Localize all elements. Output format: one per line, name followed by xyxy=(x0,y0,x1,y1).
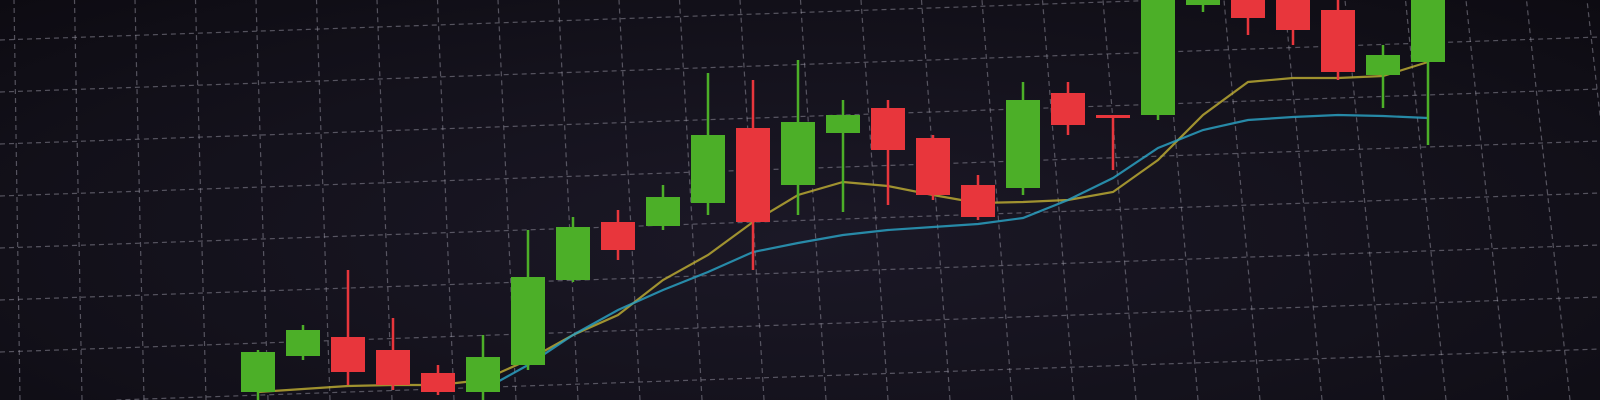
grid-line-horizontal xyxy=(0,192,1600,249)
candle-up xyxy=(781,60,815,215)
grid-line-vertical xyxy=(436,0,455,400)
grid-line-vertical xyxy=(255,0,269,400)
grid-line-horizontal xyxy=(0,0,1164,41)
candle-up xyxy=(691,73,725,215)
candle-body xyxy=(1276,0,1310,30)
candle-down xyxy=(1276,0,1310,45)
candle-down xyxy=(961,175,995,220)
candle-body xyxy=(1411,0,1445,62)
candle-down xyxy=(1321,0,1355,80)
candle-body xyxy=(511,277,545,365)
candle-body xyxy=(286,330,320,356)
candle-body xyxy=(1006,100,1040,188)
grid-line-vertical xyxy=(920,0,951,400)
grid-line-vertical xyxy=(376,0,393,400)
candle-body xyxy=(1366,55,1400,75)
grid-line-vertical xyxy=(1102,0,1137,400)
grid-line-horizontal xyxy=(0,244,1600,301)
grid-line-vertical xyxy=(1283,0,1323,400)
candle-down xyxy=(1231,0,1265,35)
grid-line-vertical xyxy=(1223,0,1261,400)
grid-line-horizontal xyxy=(116,348,1600,400)
grid-line-horizontal xyxy=(0,296,1600,353)
grid-line-vertical xyxy=(860,0,889,400)
candle-down xyxy=(421,365,455,395)
candle-down xyxy=(916,135,950,200)
grid-line-vertical xyxy=(315,0,331,400)
candles xyxy=(241,0,1445,400)
grid-line-vertical xyxy=(1465,0,1509,400)
candle-up xyxy=(826,100,860,212)
candle-body xyxy=(376,350,410,385)
grid-line-horizontal xyxy=(0,140,1600,197)
candle-up xyxy=(511,230,545,370)
candle-body xyxy=(871,108,905,150)
candle-up xyxy=(1141,0,1175,120)
grid-line-vertical xyxy=(618,0,641,400)
moving-average-line-2 xyxy=(482,113,1429,391)
candle-up xyxy=(286,325,320,360)
candle-body xyxy=(691,135,725,203)
candle-body xyxy=(826,115,860,133)
grid-line-vertical xyxy=(134,0,145,400)
candle-up xyxy=(1006,82,1040,195)
candle-up xyxy=(466,335,500,400)
candle-up xyxy=(241,350,275,400)
candle-down xyxy=(376,318,410,390)
candle-up xyxy=(646,185,680,230)
candle-body xyxy=(1186,0,1220,5)
candle-up xyxy=(1366,45,1400,108)
grid-line-vertical xyxy=(981,0,1013,400)
candle-up xyxy=(1186,0,1220,12)
candle-down xyxy=(601,210,635,260)
grid-line-vertical xyxy=(1525,0,1571,400)
candle-up xyxy=(1411,0,1445,145)
grid-line-vertical xyxy=(678,0,703,400)
candle-body xyxy=(1321,10,1355,72)
candle-body xyxy=(241,352,275,392)
candle-body xyxy=(1096,115,1130,118)
candle-body xyxy=(1231,0,1265,18)
candle-body xyxy=(736,128,770,222)
candle-down xyxy=(736,80,770,270)
grid-line-vertical xyxy=(194,0,207,400)
candle-up xyxy=(556,217,590,282)
candle-body xyxy=(916,138,950,195)
candle-down xyxy=(871,100,905,205)
candle-down xyxy=(1096,115,1130,170)
candle-body xyxy=(646,197,680,226)
candle-down xyxy=(1051,82,1085,135)
candle-body xyxy=(1141,0,1175,115)
grid-line-horizontal xyxy=(0,36,1600,93)
candle-down xyxy=(331,270,365,385)
candle-body xyxy=(556,227,590,280)
candle-body xyxy=(466,357,500,392)
candle-body xyxy=(961,185,995,217)
grid-line-vertical xyxy=(13,0,21,400)
candle-body xyxy=(421,373,455,392)
candle-body xyxy=(781,122,815,185)
candle-body xyxy=(1051,93,1085,125)
grid-line-vertical xyxy=(799,0,827,400)
grid-line-vertical xyxy=(557,0,579,400)
candle-body xyxy=(601,222,635,250)
grid-line-horizontal xyxy=(0,88,1600,145)
grid-line-vertical xyxy=(1586,0,1600,116)
grid-line-vertical xyxy=(73,0,83,400)
candle-body xyxy=(331,337,365,372)
